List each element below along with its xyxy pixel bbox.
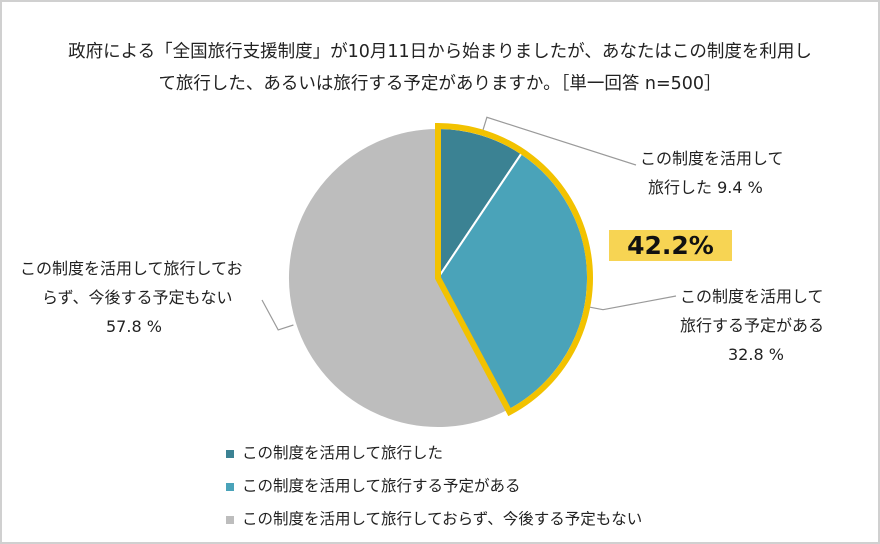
data-label-plan-line2: 旅行する予定がある (680, 316, 825, 335)
data-label-traveled-line2: 旅行した 9.4 % (648, 178, 763, 197)
leader-line-traveled (481, 116, 637, 166)
data-label-no-plan-line1: この制度を活用して旅行してお (20, 259, 243, 278)
legend-label-no-plan: この制度を活用して旅行しておらず、今後する予定もない (242, 510, 643, 528)
legend-item-plan: この制度を活用して旅行する予定がある (226, 470, 642, 503)
legend-item-no-plan: この制度を活用して旅行しておらず、今後する予定もない (226, 503, 642, 536)
pie-slice-no-plan (287, 126, 510, 429)
chart-title-line2: て旅行した、あるいは旅行する予定がありますか。［単一回答 n=500］ (158, 74, 722, 94)
chart-title: 政府による「全国旅行支援制度」が10月11日から始まりましたが、あなたはこの制度… (20, 36, 860, 100)
legend-swatch-traveled (226, 449, 234, 458)
legend-label-plan: この制度を活用して旅行する予定がある (242, 477, 521, 495)
leader-line-plan (587, 295, 677, 311)
chart-title-line1: 政府による「全国旅行支援制度」が10月11日から始まりましたが、あなたはこの制度… (68, 42, 812, 62)
legend-swatch-plan (226, 482, 234, 491)
data-label-traveled-line1: この制度を活用して (640, 149, 784, 168)
data-label-plan-line1: この制度を活用して (680, 287, 824, 306)
data-label-traveled: この制度を活用して 旅行した 9.4 % (640, 144, 784, 202)
legend-swatch-no-plan (226, 515, 234, 524)
legend-label-traveled: この制度を活用して旅行した (242, 444, 444, 462)
data-label-plan: この制度を活用して 旅行する予定がある 32.8 % (680, 282, 824, 369)
leader-line-no-plan (261, 299, 294, 331)
data-label-no-plan-line3: 57.8 % (106, 317, 162, 336)
data-label-plan-line3: 32.8 % (728, 345, 784, 364)
chart-legend: この制度を活用して旅行した この制度を活用して旅行する予定がある この制度を活用… (226, 437, 642, 536)
data-label-no-plan-line2: らず、今後する予定もない (42, 288, 233, 307)
legend-item-traveled: この制度を活用して旅行した (226, 437, 642, 470)
data-label-no-plan: この制度を活用して旅行してお らず、今後する予定もない 57.8 % (20, 254, 243, 341)
highlight-total-badge: 42.2% (609, 230, 732, 261)
highlight-outline (435, 122, 593, 417)
